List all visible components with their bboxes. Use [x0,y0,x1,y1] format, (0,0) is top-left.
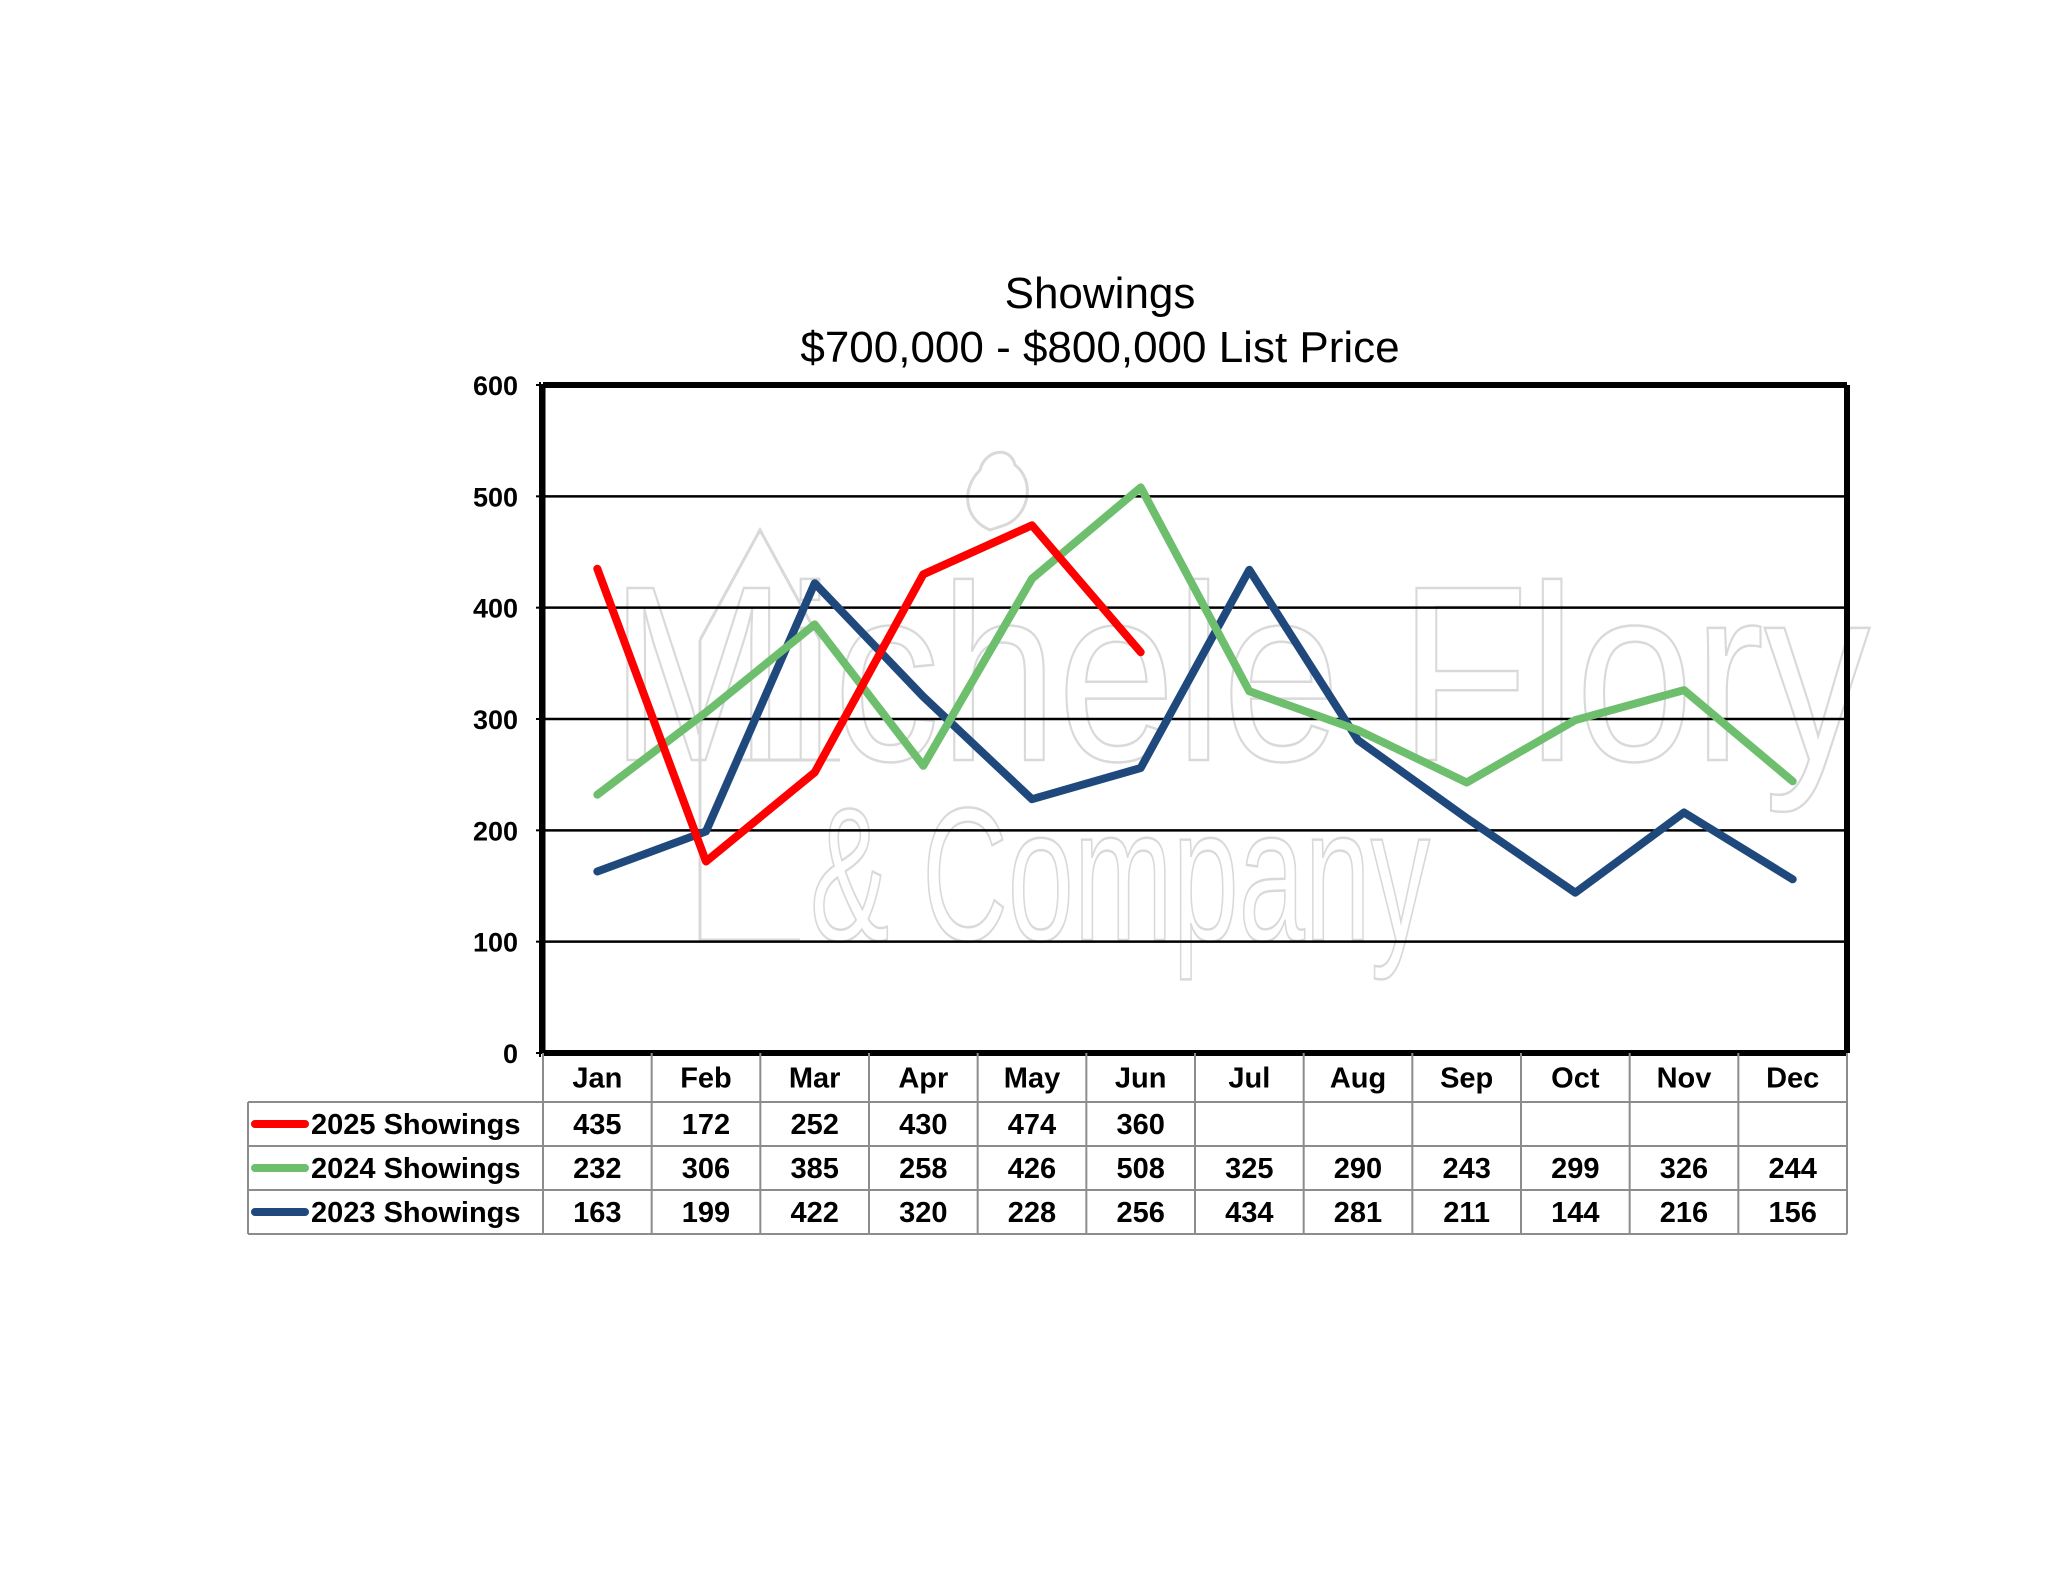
data-value-label: 434 [1225,1197,1273,1229]
data-value-label: 252 [790,1109,838,1141]
data-value-label: 211 [1443,1197,1490,1229]
y-tick-label: 200 [473,816,518,846]
chart-subtitle: $700,000 - $800,000 List Price [800,323,1399,372]
data-value-label: 474 [1008,1109,1056,1141]
data-value-label: 290 [1334,1153,1382,1185]
x-category-label: Sep [1440,1063,1493,1095]
x-category-label: Feb [680,1063,732,1095]
x-category-label: Nov [1657,1063,1712,1095]
x-category-label: May [1004,1063,1060,1095]
chart-title: Showings [1005,269,1196,318]
x-category-label: Jun [1115,1063,1167,1095]
tree-outline-icon [966,450,1029,532]
data-value-label: 435 [573,1109,621,1141]
data-value-label: 258 [899,1153,947,1185]
x-category-label: Apr [898,1063,948,1095]
watermark-logo: Michele Flory & Company [609,450,1871,982]
data-value-label: 385 [790,1153,838,1185]
y-tick-label: 0 [503,1039,518,1069]
data-value-label: 172 [682,1109,730,1141]
x-category-label: Jan [572,1063,622,1095]
y-tick-label: 400 [473,594,518,624]
data-value-label: 325 [1225,1153,1273,1185]
legend-label: 2025 Showings [311,1109,521,1141]
x-category-label: Oct [1551,1063,1600,1095]
data-value-label: 216 [1660,1197,1708,1229]
data-value-label: 320 [899,1197,947,1229]
data-value-label: 228 [1008,1197,1056,1229]
legend-label: 2023 Showings [311,1197,521,1229]
data-value-label: 426 [1008,1153,1056,1185]
data-value-label: 299 [1551,1153,1599,1185]
data-value-label: 163 [573,1197,621,1229]
x-category-label: Dec [1766,1063,1819,1095]
data-value-label: 360 [1116,1109,1164,1141]
data-value-label: 281 [1334,1197,1382,1229]
x-category-label: Aug [1330,1063,1386,1095]
data-value-label: 306 [682,1153,730,1185]
x-category-label: Jul [1228,1063,1270,1095]
series-line [593,483,1797,799]
y-tick-label: 100 [473,928,518,958]
series-line [593,521,1145,866]
data-value-label: 244 [1768,1153,1816,1185]
data-value-label: 199 [682,1197,730,1229]
data-value-label: 422 [790,1197,838,1229]
data-value-label: 144 [1551,1197,1599,1229]
x-category-label: Mar [789,1063,841,1095]
data-value-label: 156 [1768,1197,1816,1229]
y-tick-label: 500 [473,482,518,512]
y-tick-label: 300 [473,705,518,735]
data-value-label: 430 [899,1109,947,1141]
data-value-label: 326 [1660,1153,1708,1185]
data-value-label: 232 [573,1153,621,1185]
y-tick-label: 600 [473,371,518,401]
data-value-label: 508 [1116,1153,1164,1185]
legend-label: 2024 Showings [311,1153,521,1185]
series-line [593,565,1797,897]
data-value-label: 256 [1116,1197,1164,1229]
data-value-label: 243 [1442,1153,1490,1185]
watermark-company: & Company [810,769,1430,981]
